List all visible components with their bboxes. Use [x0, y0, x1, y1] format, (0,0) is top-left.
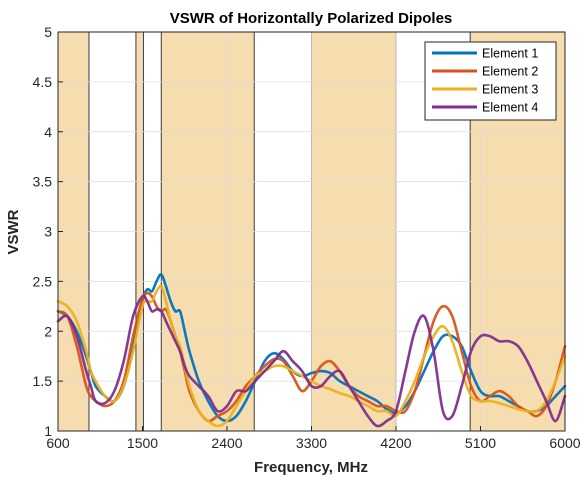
y-axis-label: VSWR [5, 209, 22, 254]
y-tick-label-5: 3 [44, 224, 52, 240]
series-line-element-4 [56, 294, 567, 428]
y-tick-label-2: 1.5 [33, 373, 53, 389]
legend-label-3: Element 3 [482, 83, 538, 97]
x-tick-label-1: 600 [46, 435, 70, 451]
x-tick-label-5: 4200 [380, 435, 411, 451]
legend-label-1: Element 1 [482, 47, 538, 61]
y-tick-label-6: 3.5 [33, 174, 53, 190]
series-line-element-3 [56, 284, 567, 428]
x-tick-label-4: 3300 [296, 435, 327, 451]
data-series [56, 273, 567, 428]
x-tick-label-3: 2400 [211, 435, 242, 451]
y-tick-label-8: 4.5 [33, 74, 53, 90]
x-tick-label-6: 5100 [465, 435, 496, 451]
legend: Element 1 Element 2 Element 3 Element 4 [424, 41, 557, 121]
y-tick-label-7: 4 [44, 124, 52, 140]
x-tick-label-7: 6000 [549, 435, 580, 451]
x-tick-label-2: 1500 [127, 435, 158, 451]
chart-title: VSWR of Horizontally Polarized Dipoles [170, 10, 453, 27]
y-tick-label-4: 2.5 [33, 273, 53, 289]
y-tick-label-9: 5 [44, 24, 52, 40]
x-axis-label: Frequency, MHz [254, 459, 368, 476]
y-axis-ticks: 1 1.5 2 2.5 3 3.5 4 4.5 5 [33, 24, 63, 439]
x-axis-ticks: 600 1500 2400 3300 4200 5100 6000 [46, 426, 581, 451]
y-tick-label-1: 1 [44, 423, 52, 439]
y-tick-label-3: 2 [44, 323, 52, 339]
legend-label-4: Element 4 [482, 101, 538, 115]
legend-label-2: Element 2 [482, 65, 538, 79]
series-line-element-2 [56, 291, 567, 423]
